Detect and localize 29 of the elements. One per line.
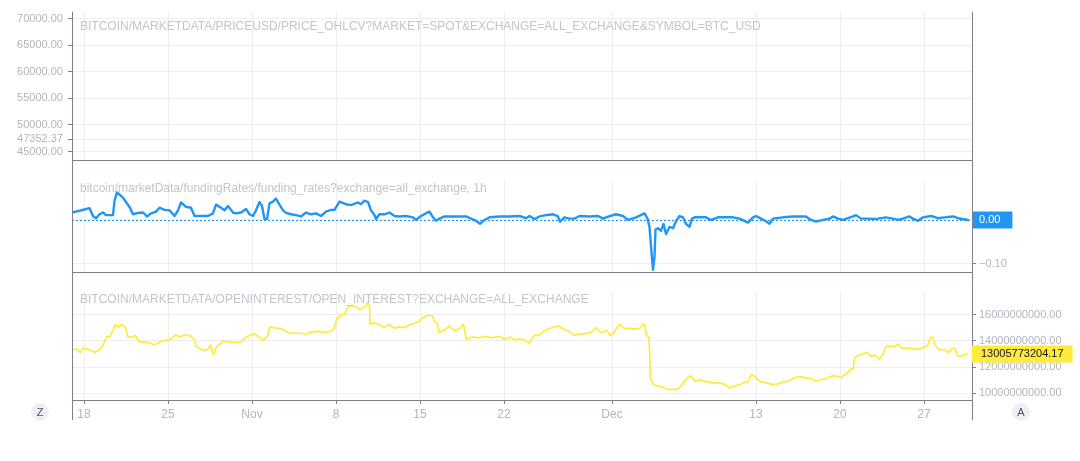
x-tick-label: 22 <box>497 406 511 421</box>
x-tick-label: 27 <box>917 406 931 421</box>
y-tick-label: 47352.37 <box>17 132 63 145</box>
x-tick-label: Dec <box>601 406 623 421</box>
text: BITCOIN/MARKETDATA/PRICEUSD/PRICE_OHLCV?MARKET=SPOT&EXCHANGE=ALL_EXCHANGE&SYMBOL=BTC_USD <box>80 18 761 33</box>
y-tick-label: 0.00 <box>979 212 1001 225</box>
y-tick-label: 14000000000.00 <box>979 333 1062 346</box>
y-tick-label: 70000.00 <box>17 11 63 24</box>
x-tick-label: 20 <box>833 406 847 421</box>
y-tick-label: 16000000000.00 <box>979 307 1062 320</box>
y-tick-label: −0.10 <box>979 256 1007 269</box>
x-tick-label: 25 <box>161 406 175 421</box>
chart-title: BITCOIN/MARKETDATA/OPENINTEREST/OPEN_INTEREST?EXCHANGE=ALL_EXCHANGE <box>80 291 589 306</box>
round-button: Z <box>31 403 49 421</box>
y-tick-label: 65000.00 <box>17 38 63 51</box>
y-tick-label: 60000.00 <box>17 64 63 77</box>
y-tick-label: 55000.00 <box>17 91 63 104</box>
chart-title: bitcoin/marketData/fundingRates/funding_rates?exchange=all_exchange, 1h <box>80 180 487 195</box>
data-label: 13005773204.17 <box>981 347 1064 360</box>
round-button: A <box>1012 403 1030 421</box>
x-tick-label: 13 <box>749 406 763 421</box>
x-tick-label: 18 <box>77 406 91 421</box>
y-tick-label: 10000000000.00 <box>979 386 1062 399</box>
y-tick-label: 12000000000.00 <box>979 360 1062 373</box>
y-tick-label: 45000.00 <box>17 144 63 157</box>
y-tick-label: 50000.00 <box>17 118 63 130</box>
x-tick-label: 15 <box>413 406 427 421</box>
x-tick-label: Nov <box>241 406 263 421</box>
x-tick-label: 8 <box>332 406 340 421</box>
